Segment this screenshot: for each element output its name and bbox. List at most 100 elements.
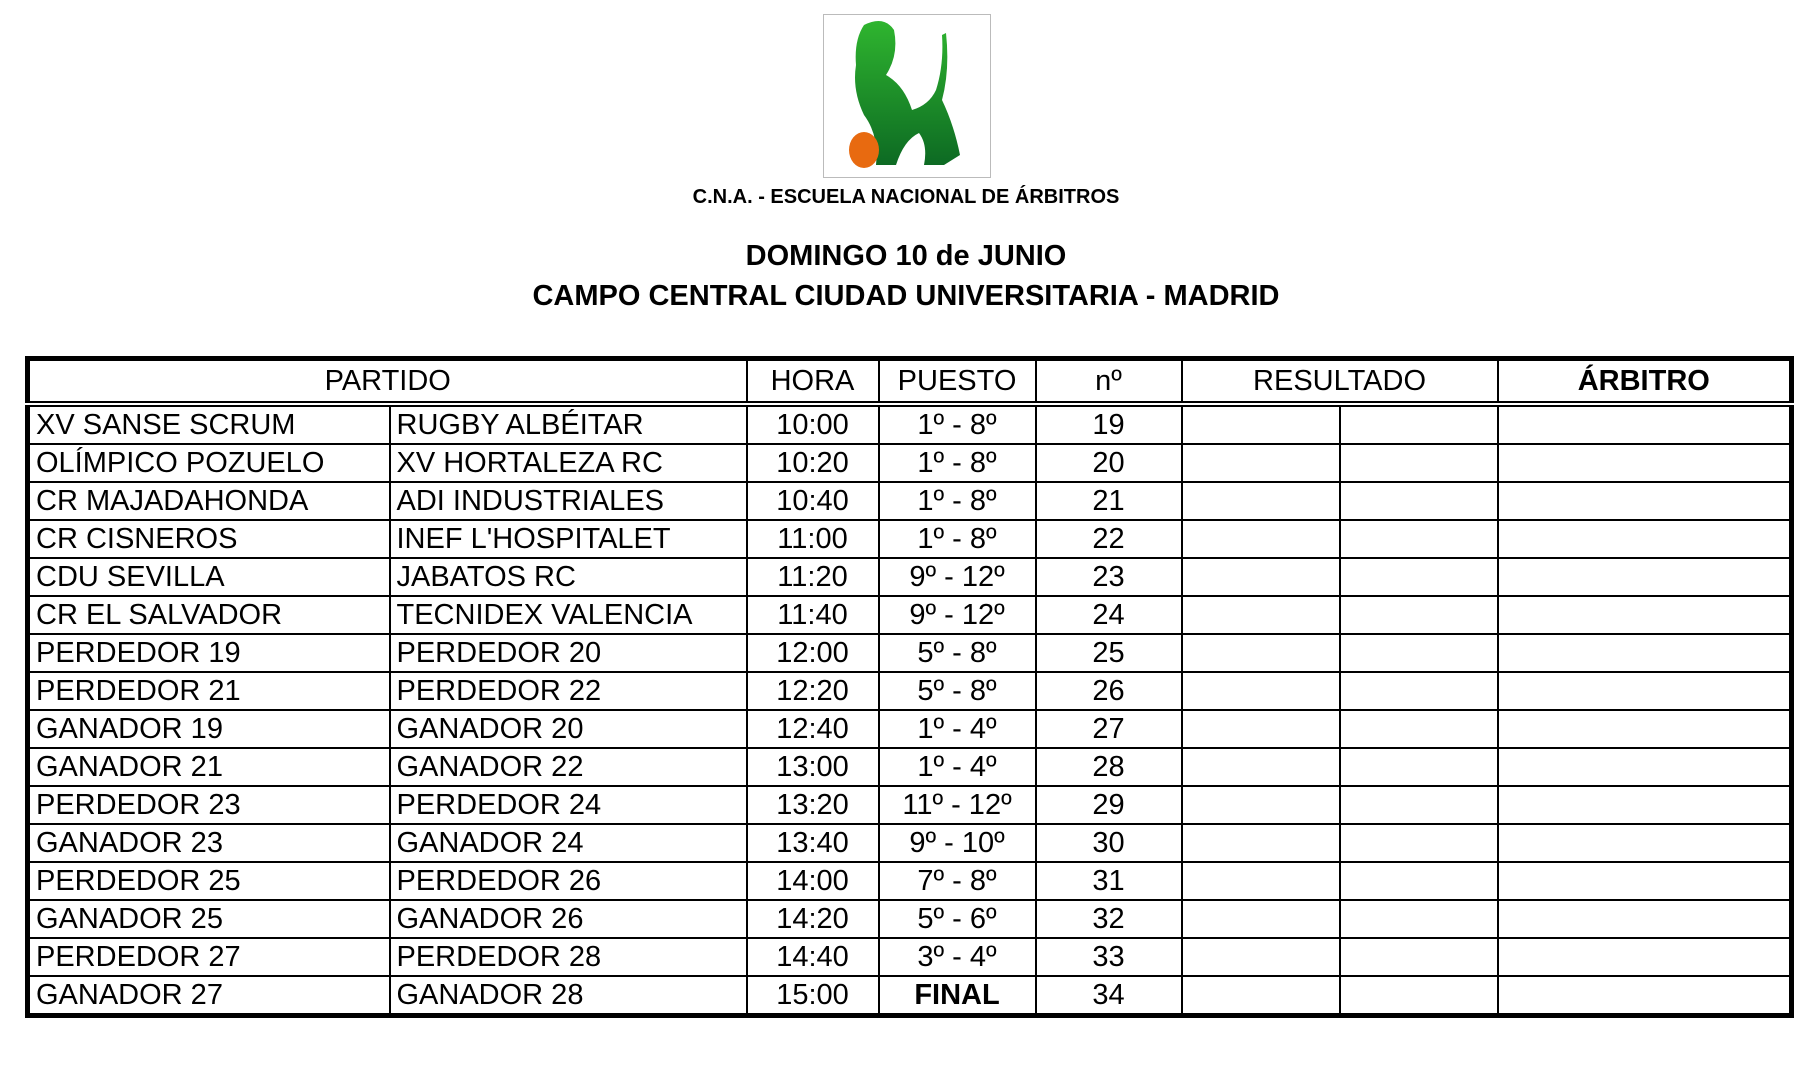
hora-cell: 10:40 [745,481,880,521]
match-number-cell: 32 [1034,899,1183,939]
arbitro-cell[interactable] [1496,709,1793,749]
resultado-home-cell[interactable] [1180,443,1341,483]
resultado-home-cell[interactable] [1180,671,1341,711]
resultado-home-cell[interactable] [1180,747,1341,787]
away-team-cell: XV HORTALEZA RC [388,443,748,483]
col-puesto: PUESTO [877,357,1037,407]
hora-cell: 11:40 [745,595,880,635]
resultado-home-cell[interactable] [1180,519,1341,559]
resultado-home-cell[interactable] [1180,975,1341,1017]
away-team-cell: GANADOR 20 [388,709,748,749]
resultado-away-cell[interactable] [1338,557,1499,597]
home-team-cell: XV SANSE SCRUM [26,403,391,445]
away-team-cell: PERDEDOR 24 [388,785,748,825]
puesto-cell: 3º - 4º [877,937,1037,977]
resultado-away-cell[interactable] [1338,481,1499,521]
resultado-home-cell[interactable] [1180,557,1341,597]
resultado-home-cell[interactable] [1180,785,1341,825]
away-team-cell: RUGBY ALBÉITAR [388,403,748,445]
resultado-home-cell[interactable] [1180,823,1341,863]
col-resultado: RESULTADO [1180,357,1499,407]
lion-logo [823,14,991,178]
arbitro-cell[interactable] [1496,975,1793,1017]
resultado-away-cell[interactable] [1338,671,1499,711]
arbitro-cell[interactable] [1496,403,1793,445]
arbitro-cell[interactable] [1496,861,1793,901]
resultado-home-cell[interactable] [1180,403,1341,445]
hora-cell: 14:40 [745,937,880,977]
puesto-cell: 5º - 6º [877,899,1037,939]
resultado-home-cell[interactable] [1180,481,1341,521]
away-team-cell: GANADOR 28 [388,975,748,1017]
hora-cell: 13:20 [745,785,880,825]
resultado-away-cell[interactable] [1338,823,1499,863]
home-team-cell: OLÍMPICO POZUELO [26,443,391,483]
hora-cell: 13:00 [745,747,880,787]
resultado-away-cell[interactable] [1338,709,1499,749]
home-team-cell: GANADOR 23 [26,823,391,863]
resultado-away-cell[interactable] [1338,747,1499,787]
match-number-cell: 25 [1034,633,1183,673]
resultado-away-cell[interactable] [1338,519,1499,559]
table-row: PERDEDOR 21 PERDEDOR 22 12:20 5º - 8º 26 [26,671,1793,711]
resultado-away-cell[interactable] [1338,937,1499,977]
table-row: GANADOR 27 GANADOR 28 15:00 FINAL 34 [26,975,1793,1017]
resultado-home-cell[interactable] [1180,595,1341,635]
arbitro-cell[interactable] [1496,937,1793,977]
resultado-home-cell[interactable] [1180,633,1341,673]
organization-name: C.N.A. - ESCUELA NACIONAL DE ÁRBITROS [692,186,1120,208]
puesto-cell: 1º - 4º [877,747,1037,787]
resultado-home-cell[interactable] [1180,937,1341,977]
arbitro-cell[interactable] [1496,899,1793,939]
arbitro-cell[interactable] [1496,443,1793,483]
puesto-cell: 9º - 12º [877,557,1037,597]
arbitro-cell[interactable] [1496,519,1793,559]
resultado-away-cell[interactable] [1338,403,1499,445]
match-number-cell: 21 [1034,481,1183,521]
hora-cell: 14:00 [745,861,880,901]
arbitro-cell[interactable] [1496,481,1793,521]
arbitro-cell[interactable] [1496,557,1793,597]
resultado-home-cell[interactable] [1180,899,1341,939]
schedule-table: PARTIDO HORA PUESTO nº RESULTADO ÁRBITRO… [25,356,1795,1018]
match-number-cell: 23 [1034,557,1183,597]
puesto-cell: 9º - 12º [877,595,1037,635]
arbitro-cell[interactable] [1496,595,1793,635]
col-partido: PARTIDO [26,357,748,407]
puesto-cell: 1º - 8º [877,519,1037,559]
venue: CAMPO CENTRAL CIUDAD UNIVERSITARIA - MAD… [532,280,1280,312]
table-row: GANADOR 19 GANADOR 20 12:40 1º - 4º 27 [26,709,1793,749]
col-numero: nº [1034,357,1183,407]
resultado-home-cell[interactable] [1180,861,1341,901]
arbitro-cell[interactable] [1496,785,1793,825]
away-team-cell: INEF L'HOSPITALET [388,519,748,559]
resultado-away-cell[interactable] [1338,785,1499,825]
table-row: OLÍMPICO POZUELO XV HORTALEZA RC 10:20 1º -… [26,443,1793,483]
table-row: CR MAJADAHONDA ADI INDUSTRIALES 10:40 1º - … [26,481,1793,521]
resultado-away-cell[interactable] [1338,975,1499,1017]
match-number-cell: 33 [1034,937,1183,977]
table-row: GANADOR 21 GANADOR 22 13:00 1º - 4º 28 [26,747,1793,787]
hora-cell: 15:00 [745,975,880,1017]
resultado-away-cell[interactable] [1338,595,1499,635]
home-team-cell: PERDEDOR 21 [26,671,391,711]
table-row: PERDEDOR 19 PERDEDOR 20 12:00 5º - 8º 25 [26,633,1793,673]
away-team-cell: GANADOR 26 [388,899,748,939]
resultado-away-cell[interactable] [1338,861,1499,901]
resultado-away-cell[interactable] [1338,899,1499,939]
match-number-cell: 24 [1034,595,1183,635]
resultado-away-cell[interactable] [1338,443,1499,483]
match-number-cell: 27 [1034,709,1183,749]
match-number-cell: 30 [1034,823,1183,863]
match-number-cell: 29 [1034,785,1183,825]
match-number-cell: 22 [1034,519,1183,559]
resultado-home-cell[interactable] [1180,709,1341,749]
away-team-cell: GANADOR 24 [388,823,748,863]
arbitro-cell[interactable] [1496,747,1793,787]
home-team-cell: CR EL SALVADOR [26,595,391,635]
away-team-cell: ADI INDUSTRIALES [388,481,748,521]
arbitro-cell[interactable] [1496,823,1793,863]
arbitro-cell[interactable] [1496,671,1793,711]
resultado-away-cell[interactable] [1338,633,1499,673]
arbitro-cell[interactable] [1496,633,1793,673]
